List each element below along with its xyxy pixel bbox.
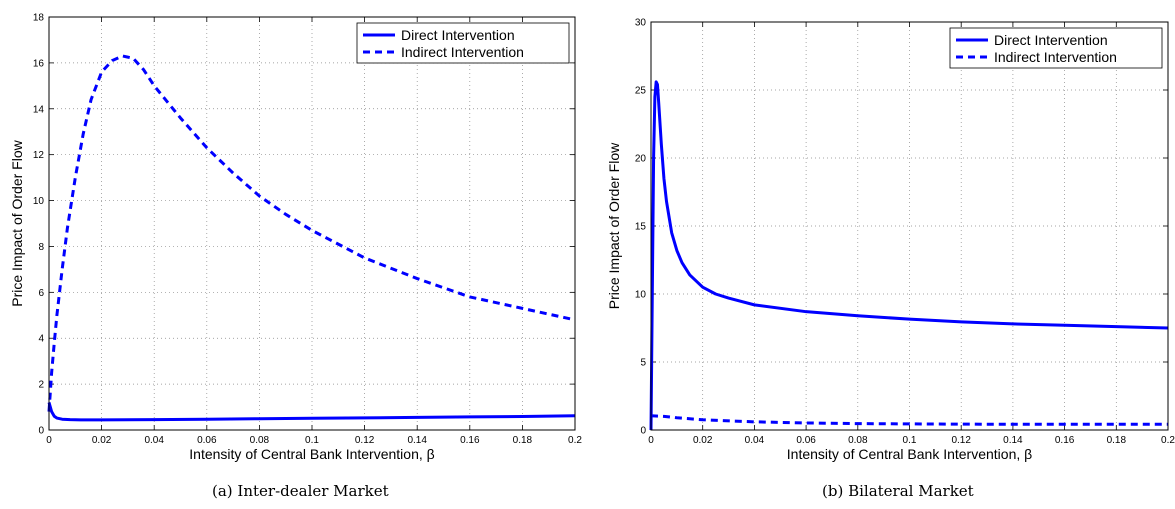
y-tick-label: 16 (33, 58, 45, 69)
y-tick-label: 25 (635, 86, 647, 97)
x-tick-label: 0.04 (144, 435, 164, 446)
series-line-direct-intervention (649, 80, 1169, 431)
ticks: 0 0.02 0.04 0.06 0.08 0.1 0.12 0.14 0.16 0.18 0.2 0… (33, 13, 583, 447)
x-axis-label: Intensity of Central Bank Intervention, … (189, 446, 434, 462)
y-tick-label: 8 (38, 242, 44, 253)
x-tick-label: 0.04 (745, 435, 765, 446)
x-tick-label: 0.12 (951, 435, 971, 446)
y-axis-label: Price Impact of Order Flow (606, 142, 622, 309)
x-tick-label: 0.2 (1161, 435, 1175, 446)
plot-frame (650, 21, 1169, 431)
x-tick-label: 0.02 (92, 435, 112, 446)
y-tick-label: 15 (635, 222, 647, 233)
y-tick-label: 4 (38, 334, 44, 345)
x-tick-label: 0.1 (903, 435, 917, 446)
x-tick-label: 0.1 (305, 435, 319, 446)
x-tick-label: 0.06 (796, 435, 816, 446)
x-tick-label: 0.16 (1055, 435, 1075, 446)
y-tick-label: 20 (635, 154, 647, 165)
x-tick-label: 0.18 (1107, 435, 1127, 446)
chart-panel-bilateral: 0 0.02 0.04 0.06 0.08 0.1 0.12 0.14 0.16 0.18 0.2 0… (606, 18, 1175, 501)
grid (49, 17, 575, 430)
chart-caption: (a) Inter-dealer Market (212, 482, 389, 500)
series-line-indirect-intervention (650, 414, 1168, 426)
x-tick-label: 0 (46, 435, 52, 446)
legend-box (949, 27, 1163, 69)
y-tick-label: 14 (33, 104, 45, 115)
chart-caption: (b) Bilateral Market (822, 482, 974, 500)
y-tick-label: 6 (38, 288, 44, 299)
x-tick-label: 0.14 (1003, 435, 1023, 446)
series-line-direct-intervention (47, 402, 576, 422)
x-tick-label: 0 (648, 435, 654, 446)
x-tick-label: 0.18 (513, 435, 533, 446)
x-tick-label: 0.06 (197, 435, 217, 446)
y-tick-label: 10 (33, 196, 45, 207)
x-tick-label: 0.16 (460, 435, 480, 446)
series-line-indirect-intervention (47, 54, 576, 412)
legend-label: Indirect Intervention (401, 44, 524, 60)
y-tick-label: 30 (635, 18, 647, 29)
y-tick-label: 0 (38, 426, 44, 437)
y-tick-label: 18 (33, 13, 45, 24)
x-tick-label: 0.12 (355, 435, 375, 446)
legend-label: Direct Intervention (994, 32, 1108, 48)
x-tick-label: 0.08 (848, 435, 868, 446)
x-tick-label: 0.14 (407, 435, 427, 446)
y-tick-label: 2 (38, 380, 44, 391)
y-tick-label: 0 (640, 426, 646, 437)
grid (651, 22, 1168, 430)
x-axis-label: Intensity of Central Bank Intervention, … (787, 446, 1032, 462)
x-tick-label: 0.08 (250, 435, 270, 446)
x-tick-label: 0.02 (693, 435, 713, 446)
y-tick-label: 12 (33, 150, 45, 161)
x-tick-label: 0.2 (568, 435, 582, 446)
series-group (47, 54, 576, 422)
legend-label: Direct Intervention (401, 27, 515, 43)
plot-frame (48, 16, 576, 431)
chart-panel-inter-dealer: 0 0.02 0.04 0.06 0.08 0.1 0.12 0.14 0.16 0.18 0.2 0… (9, 13, 582, 501)
y-tick-label: 5 (640, 358, 646, 369)
y-tick-label: 10 (635, 290, 647, 301)
legend-label: Indirect Intervention (994, 49, 1117, 65)
series-group (649, 80, 1169, 431)
legend-box (356, 22, 570, 64)
ticks: 0 0.02 0.04 0.06 0.08 0.1 0.12 0.14 0.16 0.18 0.2 0… (635, 18, 1175, 447)
y-axis-label: Price Impact of Order Flow (9, 139, 25, 306)
